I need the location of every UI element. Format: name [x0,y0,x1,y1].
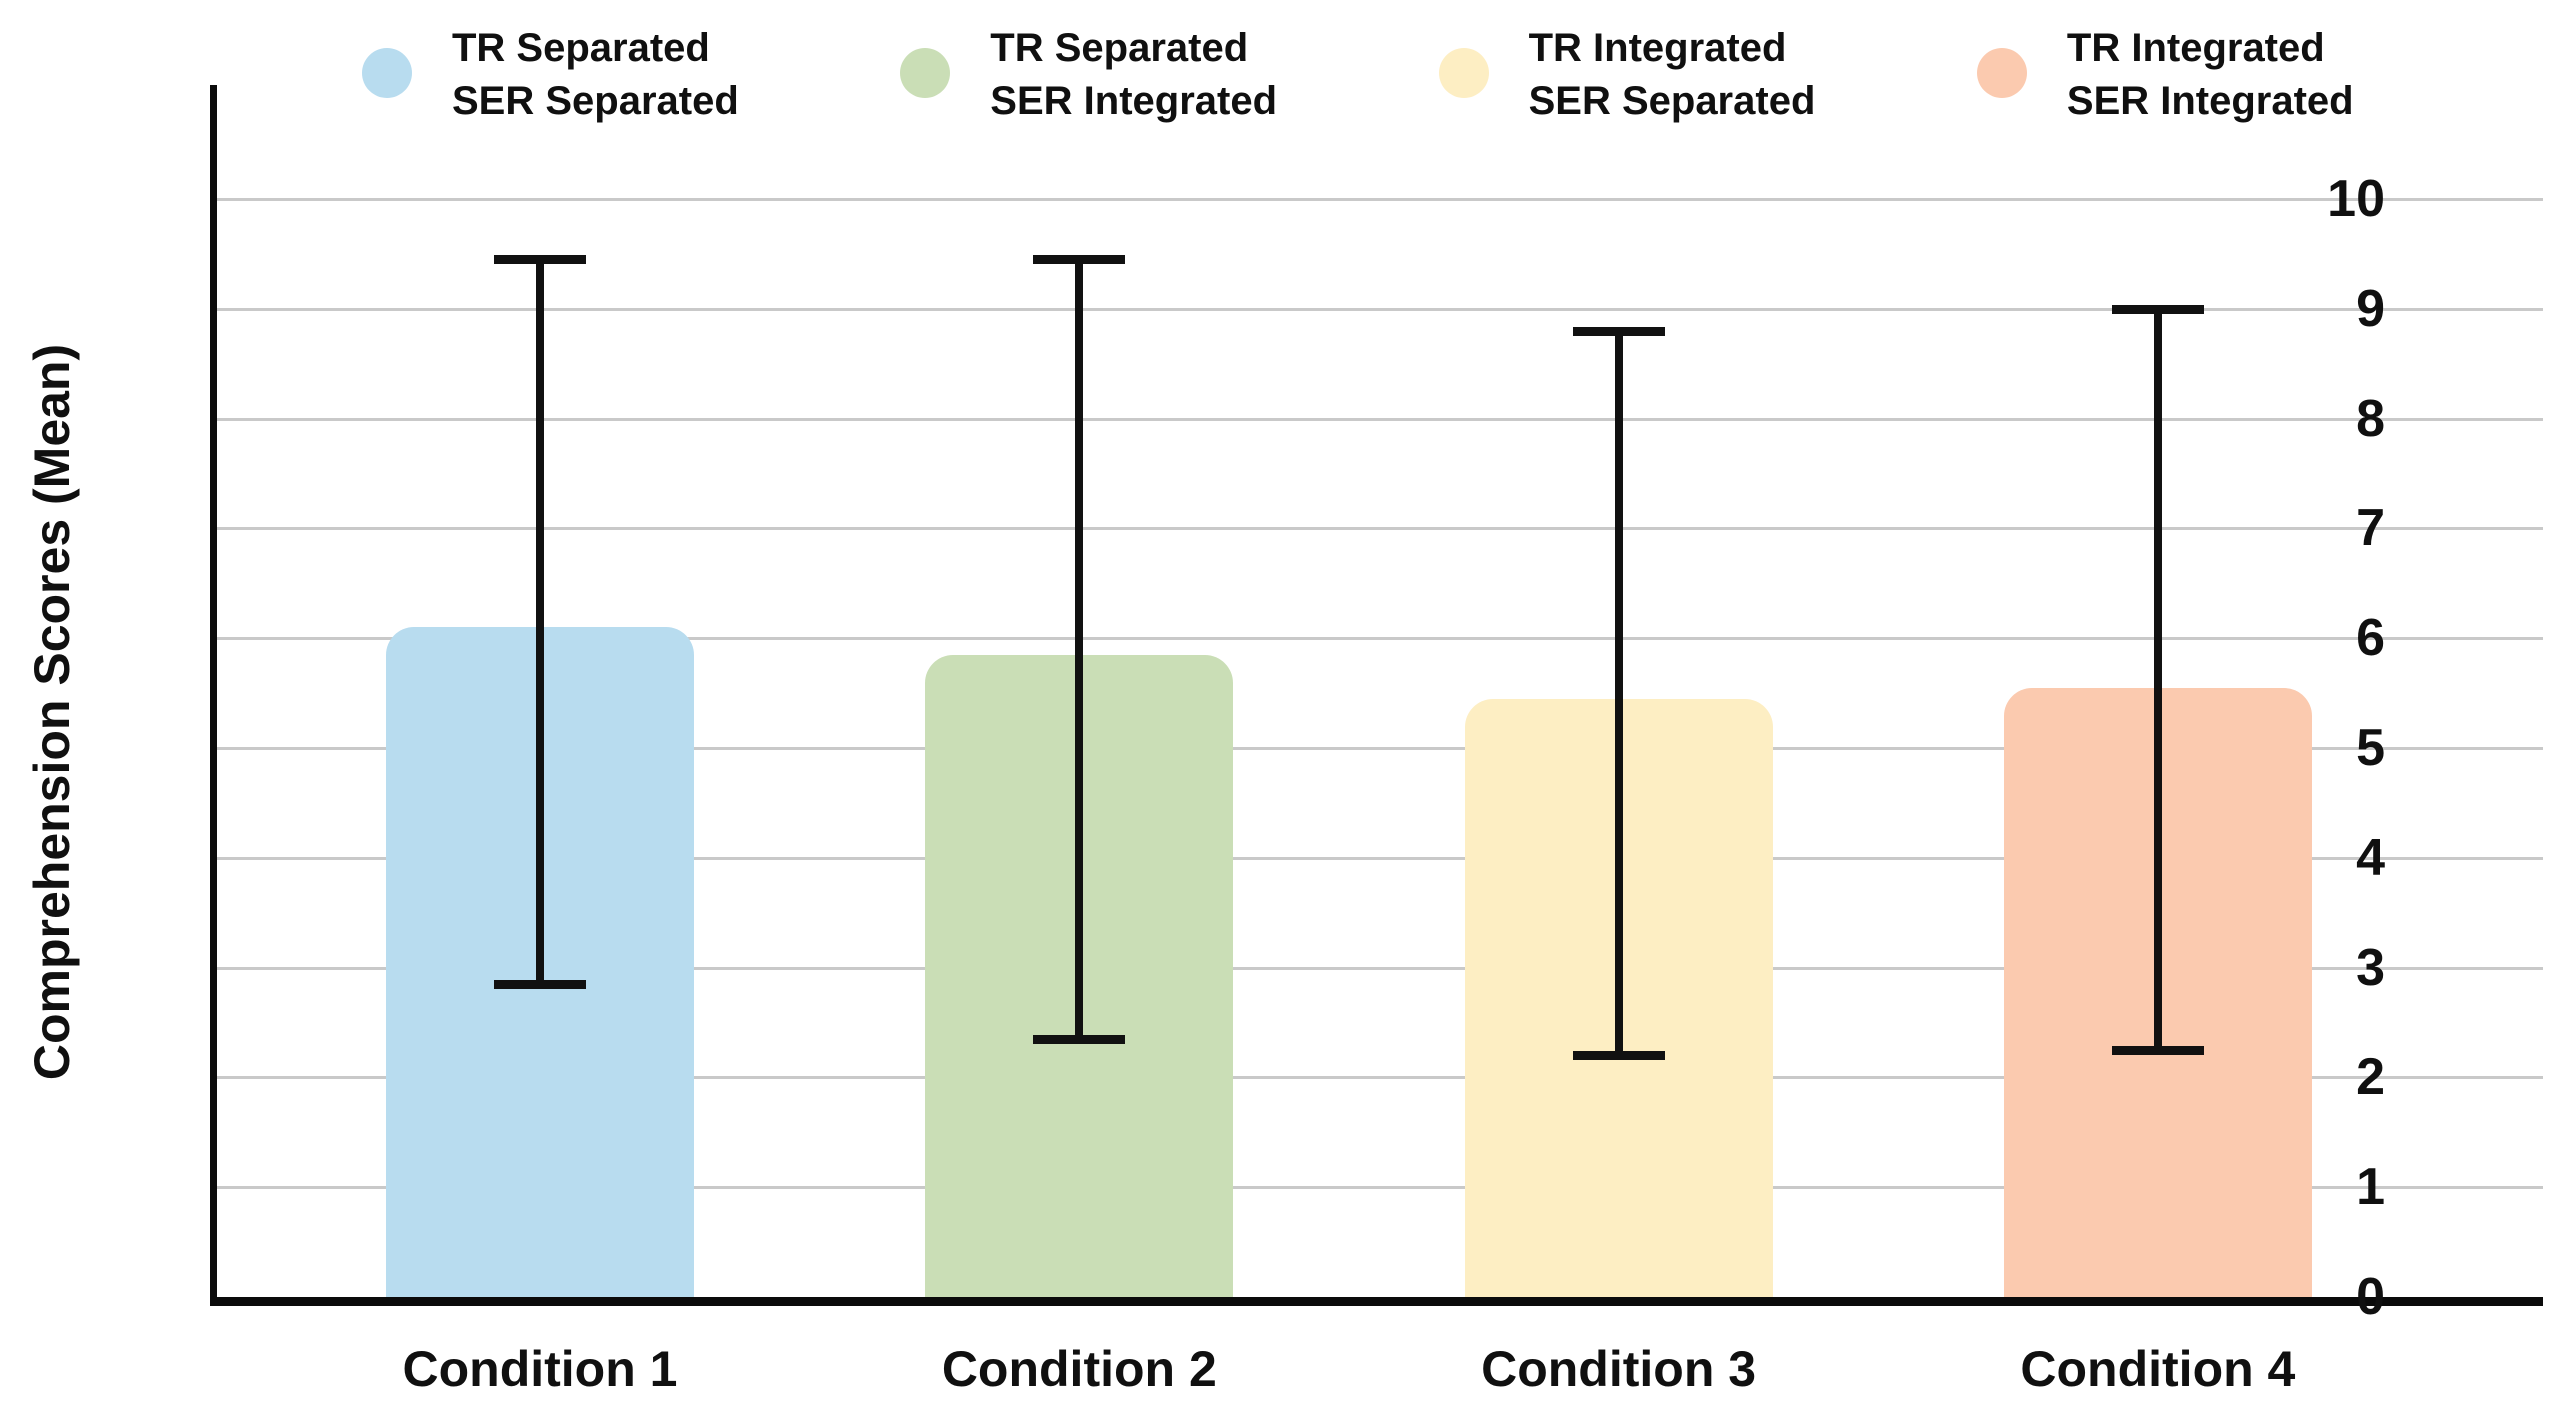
legend-label-line-1: TR Separated [990,26,1249,70]
error-bar-cap-bottom-2 [1033,1034,1126,1044]
gridline-10 [213,198,2543,201]
error-bar-cap-bottom-1 [494,980,586,990]
x-tick-label-3: Condition 3 [1481,1341,1757,1397]
y-tick-label-8: 8 [2356,389,2385,448]
y-tick-label-6: 6 [2356,609,2385,668]
gridline-1 [213,1186,2543,1190]
y-axis-line [210,85,217,1306]
y-tick-label-9: 9 [2356,279,2385,338]
legend-swatch-icon [1976,48,2027,98]
legend-label-line-1: TR Separated [452,26,710,70]
legend-label-line-2: SER Integrated [2066,79,2354,123]
x-tick-label-2: Condition 2 [941,1341,1217,1397]
error-bar-line-1 [536,259,544,985]
legend-label: TR Integrated SER Integrated [2067,22,2354,128]
legend-label: TR Separated SER Separated [452,22,739,128]
y-tick-label-4: 4 [2356,828,2385,887]
legend-swatch-icon [362,48,412,98]
error-bar-cap-bottom-3 [1572,1051,1665,1061]
error-bar-cap-bottom-4 [2111,1045,2204,1055]
y-axis-title: Comprehension Scores (Mean) [24,343,80,1081]
legend-swatch-icon [900,48,951,98]
gridline-5 [213,747,2543,750]
legend-label-line-1: TR Integrated [2066,26,2325,70]
y-tick-label-0: 0 [2356,1268,2385,1326]
gridline-9 [213,307,2543,311]
gridline-2 [213,1076,2543,1080]
x-tick-label-4: Condition 4 [2020,1341,2296,1397]
y-tick-label-5: 5 [2356,719,2385,777]
gridline-7 [213,527,2543,531]
error-bar-line-4 [2153,308,2162,1050]
gridline-6 [213,637,2543,641]
error-bar-cap-top-4 [2111,304,2204,314]
gridline-8 [213,417,2543,421]
error-bar-line-3 [1614,330,1623,1056]
error-bar-line-2 [1075,259,1084,1039]
y-tick-label-2: 2 [2356,1048,2385,1107]
y-tick-label-7: 7 [2356,499,2385,558]
legend-label-line-2: SER Integrated [990,79,1278,123]
legend-label: TR Separated SER Integrated [990,22,1277,128]
legend-label: TR Integrated SER Separated [1529,22,1816,128]
x-axis-line [210,1297,2543,1306]
gridline-3 [213,966,2543,970]
y-tick-label-1: 1 [2356,1158,2385,1217]
legend-label-line-1: TR Integrated [1528,26,1787,70]
x-tick-label-1: Condition 1 [402,1341,678,1397]
legend-swatch-icon [1438,48,1489,98]
legend-label-line-2: SER Separated [452,79,739,123]
y-tick-label-10: 10 [2327,170,2385,228]
y-tick-label-3: 3 [2356,938,2385,997]
error-bar-cap-top-1 [494,255,586,265]
legend-label-line-2: SER Separated [1528,79,1816,123]
error-bar-cap-top-2 [1033,255,1126,265]
error-bar-cap-top-3 [1572,326,1665,336]
gridline-4 [213,856,2543,860]
